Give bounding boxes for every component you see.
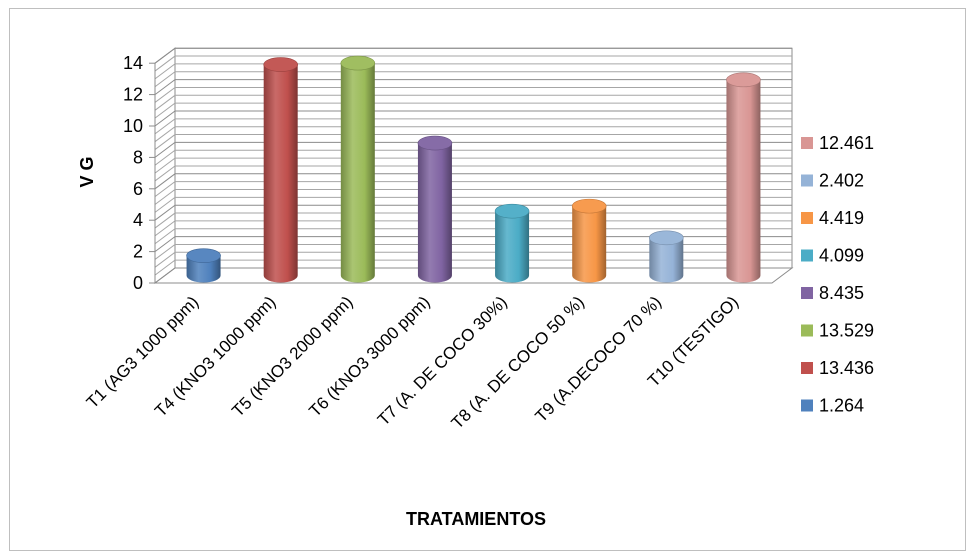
y-tick-label: 4 bbox=[133, 210, 143, 230]
gridlines bbox=[154, 47, 792, 284]
x-axis-labels: T1 (AG3 1000 ppm)T4 (KNO3 1000 ppm)T5 (K… bbox=[83, 292, 743, 432]
legend-label: 2.402 bbox=[819, 171, 864, 191]
gridline bbox=[154, 149, 792, 166]
gridline bbox=[154, 94, 792, 111]
bar-top bbox=[263, 57, 298, 72]
bar-top bbox=[649, 230, 684, 246]
legend-item: 13.436 bbox=[801, 358, 874, 378]
gridline bbox=[154, 173, 792, 190]
gridline bbox=[154, 71, 792, 88]
legend-label: 8.435 bbox=[819, 283, 864, 303]
bar-3 bbox=[340, 55, 376, 283]
bar-top bbox=[186, 248, 221, 263]
bar-top bbox=[340, 55, 376, 71]
gridline bbox=[154, 141, 792, 158]
y-tick-label: 0 bbox=[133, 273, 143, 293]
bar-body bbox=[572, 206, 607, 283]
legend-item: 4.099 bbox=[801, 246, 864, 266]
legend-item: 4.419 bbox=[801, 208, 864, 228]
bar-6 bbox=[571, 198, 607, 283]
legend-label: 1.264 bbox=[819, 396, 864, 416]
legend-swatch bbox=[801, 137, 813, 149]
legend-swatch bbox=[801, 174, 813, 187]
gridline bbox=[154, 118, 792, 135]
gridline bbox=[154, 196, 792, 213]
bar-2 bbox=[263, 57, 298, 283]
legend-item: 13.529 bbox=[801, 321, 874, 341]
gridline bbox=[154, 55, 792, 72]
y-tick-label: 10 bbox=[123, 116, 143, 136]
gridline bbox=[154, 110, 792, 127]
gridline bbox=[154, 63, 792, 80]
y-tick-label: 14 bbox=[123, 53, 143, 73]
legend-label: 4.099 bbox=[819, 246, 864, 266]
gridline bbox=[154, 134, 792, 150]
legend-item: 2.402 bbox=[801, 171, 864, 191]
y-tick-label: 12 bbox=[123, 85, 143, 105]
legend: 12.461 2.402 4.419 4.099 8.435 13.529 13.436 1.… bbox=[801, 133, 874, 416]
bar-7 bbox=[649, 230, 684, 283]
legend-item: 12.461 bbox=[801, 133, 874, 153]
legend-item: 8.435 bbox=[801, 283, 864, 303]
bar-5 bbox=[494, 203, 530, 283]
bar-1 bbox=[186, 248, 221, 283]
y-tick-label: 6 bbox=[133, 179, 143, 199]
x-tick-label: T9 (A.DECOCO 70 %) bbox=[531, 292, 665, 426]
bar-body bbox=[649, 237, 684, 283]
y-axis-title: V G bbox=[77, 156, 97, 187]
gridline bbox=[154, 157, 792, 174]
legend-swatch bbox=[801, 399, 813, 412]
gridline bbox=[154, 102, 792, 119]
gridline bbox=[154, 165, 792, 182]
bars bbox=[186, 55, 761, 283]
bar-body bbox=[340, 63, 375, 283]
x-axis-title: TRATAMIENTOS bbox=[406, 509, 546, 529]
y-tick-label: 8 bbox=[133, 147, 143, 167]
bar-4 bbox=[417, 135, 453, 283]
bar-top bbox=[726, 72, 761, 88]
y-axis-ticks: 0 2 4 6 8 10 12 14 bbox=[123, 53, 155, 293]
legend-swatch bbox=[801, 249, 813, 262]
legend-swatch bbox=[801, 212, 813, 224]
legend-swatch bbox=[801, 287, 813, 299]
bar-body bbox=[726, 79, 761, 283]
bar-top bbox=[571, 198, 607, 214]
legend-label: 13.436 bbox=[819, 358, 874, 378]
legend-swatch bbox=[801, 324, 813, 337]
bar-body bbox=[186, 255, 221, 283]
legend-item: 1.264 bbox=[801, 396, 864, 416]
legend-swatch bbox=[801, 362, 813, 374]
gridline bbox=[154, 86, 792, 103]
bar-body bbox=[417, 143, 452, 283]
gridline bbox=[154, 126, 792, 143]
bar-top bbox=[494, 203, 530, 219]
x-tick-label: T7 (A. DE COCO 30%) bbox=[374, 292, 511, 429]
gridline bbox=[154, 47, 792, 64]
bar-body bbox=[495, 211, 530, 283]
legend-label: 12.461 bbox=[819, 133, 874, 153]
gridline bbox=[154, 189, 792, 205]
x-tick-label: T8 (A. DE COCO 50 %) bbox=[448, 292, 588, 432]
y-tick-label: 2 bbox=[133, 242, 143, 262]
gridline bbox=[154, 79, 792, 95]
floor bbox=[153, 267, 794, 284]
bar-body bbox=[263, 64, 298, 283]
bar-top bbox=[417, 135, 453, 151]
legend-label: 4.419 bbox=[819, 208, 864, 228]
legend-label: 13.529 bbox=[819, 321, 874, 341]
bar-8 bbox=[726, 72, 761, 283]
gridline bbox=[154, 181, 792, 198]
